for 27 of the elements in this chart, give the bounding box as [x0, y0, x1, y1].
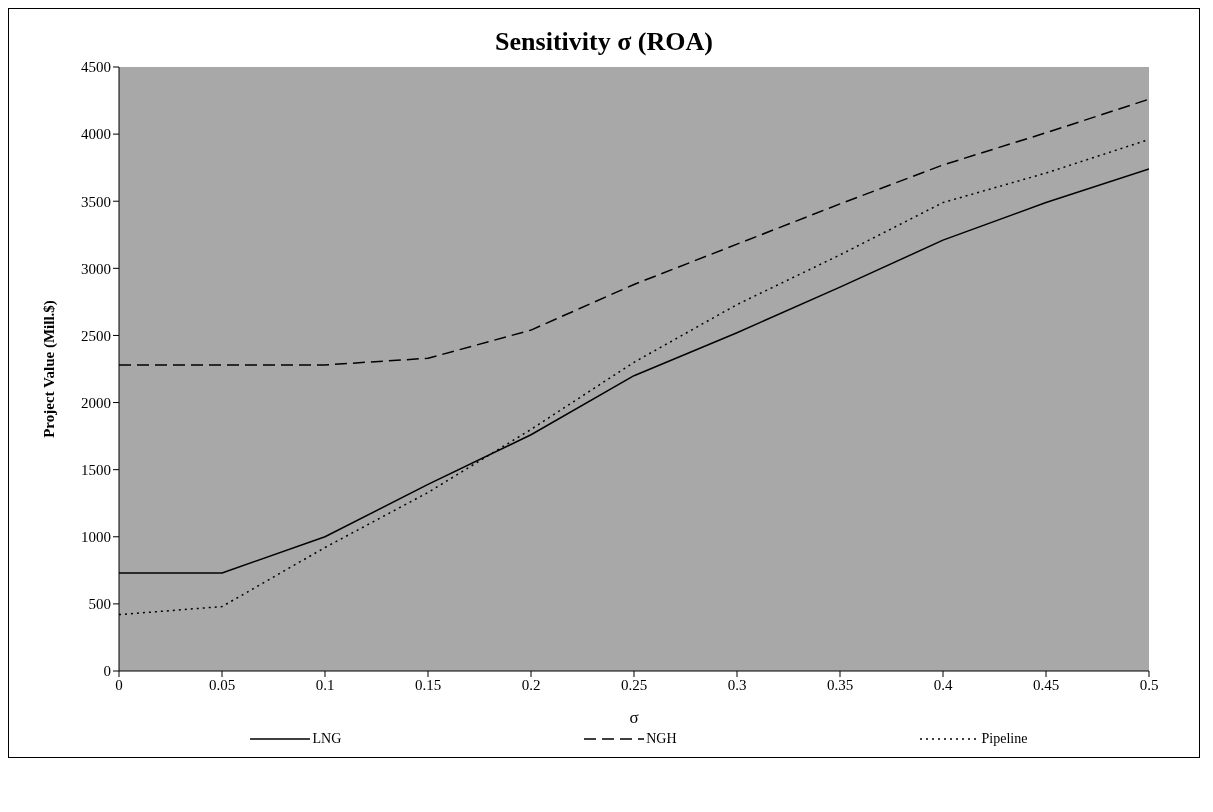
x-tick-label: 0	[115, 676, 123, 693]
legend-label: LNG	[312, 731, 342, 747]
y-tick-label: 3000	[81, 260, 111, 277]
x-tick-label: 0.45	[1032, 676, 1060, 693]
y-tick-label: 0	[103, 663, 111, 680]
x-tick-label: 0.2	[521, 676, 541, 693]
y-axis-title: Project Value (Mill.$)	[41, 300, 59, 438]
y-tick-label: 2000	[81, 394, 111, 411]
chart-title: Sensitivity σ (ROA)	[494, 27, 714, 57]
y-tick-label: 1000	[81, 529, 111, 546]
y-tick-label: 3500	[81, 193, 111, 210]
y-tick-label: 500	[88, 596, 111, 613]
legend-label: NGH	[646, 731, 677, 747]
x-tick-label: 0.35	[826, 676, 854, 693]
x-axis-title: σ	[629, 708, 639, 727]
x-tick-label: 0.15	[414, 676, 442, 693]
x-tick-label: 0.1	[315, 676, 335, 693]
x-tick-label: 0.5	[1139, 676, 1159, 693]
x-tick-label: 0.05	[208, 676, 236, 693]
x-tick-label: 0.3	[727, 676, 747, 693]
y-tick-label: 4000	[81, 126, 111, 143]
legend-label: Pipeline	[981, 731, 1028, 747]
y-tick-label: 2500	[81, 327, 111, 344]
y-tick-label: 4500	[81, 59, 111, 76]
y-tick-label: 1500	[81, 461, 111, 478]
x-tick-label: 0.4	[933, 676, 953, 693]
x-tick-label: 0.25	[620, 676, 648, 693]
